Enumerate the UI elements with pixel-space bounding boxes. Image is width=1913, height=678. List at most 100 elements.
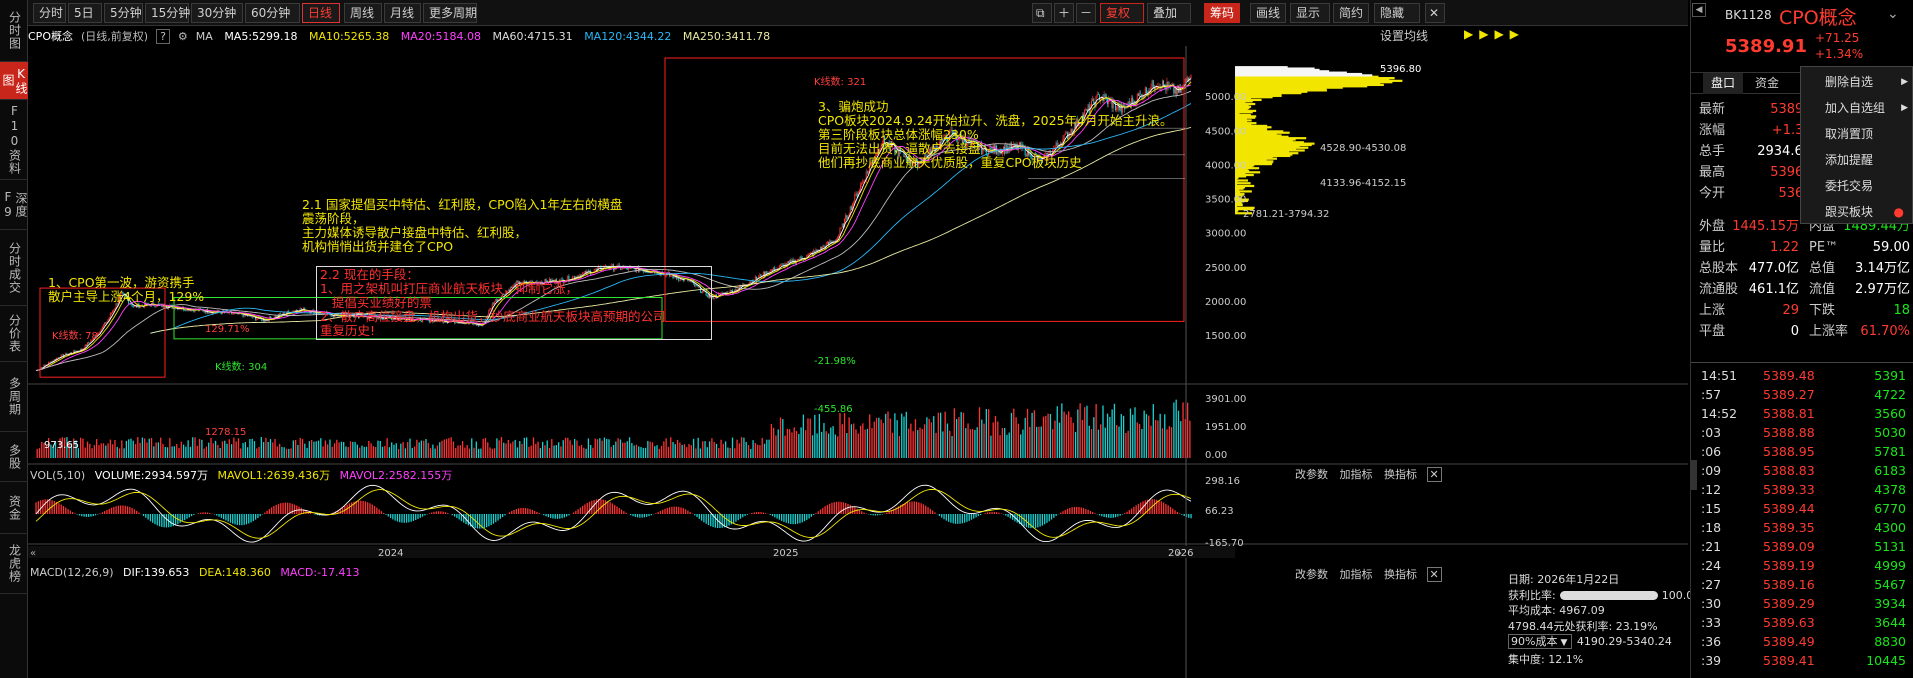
volume-bar (450, 437, 452, 458)
menu-item-label: 委托交易 (1825, 179, 1874, 193)
macd-bar (488, 514, 490, 527)
volume-bar (873, 421, 875, 458)
candle-body (1085, 108, 1087, 111)
layout-icon[interactable]: ⧉ (1032, 3, 1052, 23)
volume-bar (740, 437, 743, 458)
vol-switch-indicator-button[interactable]: 换指标 (1384, 468, 1417, 481)
nav-9[interactable]: 龙虎榜 (0, 534, 28, 594)
period-4[interactable]: 30分钟 (191, 3, 243, 23)
menu-item-0[interactable]: 删除自选 ▶ (1801, 69, 1913, 95)
chevron-down-icon[interactable]: ▼ (1560, 638, 1568, 648)
period-9[interactable]: 更多周期 (423, 3, 477, 23)
period-8[interactable]: 月线 (384, 3, 421, 23)
macd-bar (513, 509, 515, 514)
menu-item-5[interactable]: 跟买板块 ● (1801, 199, 1913, 225)
macd-bar (822, 507, 824, 514)
candle-body (512, 285, 514, 288)
zoom-in-icon[interactable]: ＋ (1054, 3, 1074, 23)
period-6[interactable]: 日线 (302, 3, 340, 23)
chevron-down-icon[interactable]: ⌄ (1887, 6, 1899, 22)
volume-bar (246, 447, 249, 458)
macd-bar (986, 512, 989, 514)
chart-area[interactable]: 5000.004500.004000.003500.003000.002500.… (28, 46, 1688, 678)
candle-body (41, 367, 43, 368)
close-icon[interactable]: ✕ (1426, 567, 1442, 582)
volume-bar (921, 429, 923, 458)
macd-bar (1130, 508, 1133, 514)
tab-funds[interactable]: 资金 (1754, 76, 1779, 90)
nav-4[interactable]: 分时成交 (0, 230, 28, 306)
macd-switch-indicator-button[interactable]: 换指标 (1384, 568, 1417, 581)
menu-item-4[interactable]: 委托交易 (1801, 173, 1913, 199)
chart-arrow-icons[interactable]: ▶▶▶▶ (1464, 27, 1525, 41)
cost-select[interactable]: 90%成本 (1508, 634, 1573, 649)
close-icon[interactable]: ✕ (1425, 3, 1445, 23)
period-0[interactable]: 分时 (33, 3, 66, 23)
tool-6[interactable]: 隐藏 (1374, 3, 1420, 23)
tool-1[interactable]: 叠加 (1147, 3, 1191, 23)
volume-bar (1003, 427, 1006, 458)
gear-icon[interactable]: ⚙ (177, 30, 188, 43)
tool-2[interactable]: 筹码 (1204, 3, 1240, 23)
macd-add-indicator-button[interactable]: 加指标 (1339, 568, 1373, 581)
ma-settings-button[interactable]: 设置均线 (1380, 29, 1429, 43)
volume-bar (217, 444, 219, 458)
tool-3[interactable]: 画线 (1250, 3, 1286, 23)
volume-bar (121, 440, 123, 458)
zoom-out-icon[interactable]: － (1076, 3, 1096, 23)
period-2[interactable]: 5分钟 (104, 3, 143, 23)
chip-bar (1235, 156, 1273, 159)
volume-bar (875, 417, 878, 458)
menu-item-2[interactable]: 取消置顶 (1801, 121, 1913, 147)
volume-bar (784, 435, 786, 458)
volume-bar (754, 442, 757, 458)
period-7[interactable]: 周线 (344, 3, 382, 23)
macd-bar (266, 510, 268, 514)
volume-bar (281, 446, 283, 458)
nav-6[interactable]: 多周期 (0, 362, 28, 432)
tool-4[interactable]: 显示 (1290, 3, 1330, 23)
nav-1[interactable]: K线图 (0, 62, 28, 100)
prev-icon[interactable]: ◀ (1692, 3, 1706, 17)
tool-0[interactable]: 复权 (1100, 3, 1144, 23)
range-label-1: 4528.90-4530.08 (1320, 143, 1407, 154)
volume-bar (521, 443, 523, 458)
phase2-low: -455.86 (814, 404, 853, 415)
nav-5[interactable]: 分价表 (0, 306, 28, 362)
menu-item-3[interactable]: 添加提醒 (1801, 147, 1913, 173)
period-5[interactable]: 60分钟 (245, 3, 300, 23)
nav-2[interactable]: F10资料 (0, 100, 28, 180)
close-icon[interactable]: ✕ (1426, 467, 1442, 482)
vol-edit-params-button[interactable]: 改参数 (1295, 468, 1328, 481)
volume-bar (388, 447, 391, 458)
macd-bar (360, 500, 362, 514)
help-icon[interactable]: ? (156, 29, 170, 44)
macd-bar (435, 511, 437, 514)
tool-5[interactable]: 简约 (1333, 3, 1369, 23)
macd-bar (437, 511, 440, 514)
macd-bar (801, 514, 803, 523)
tab-pankou[interactable]: 盘口 (1703, 73, 1743, 94)
chip-bar (1235, 119, 1252, 122)
collapse-handle[interactable] (1691, 460, 1697, 490)
period-3[interactable]: 15分钟 (145, 3, 190, 23)
nav-7[interactable]: 多股 (0, 432, 28, 482)
chip-bar (1235, 79, 1403, 82)
nav-8[interactable]: 资金 (0, 482, 28, 534)
macd-edit-params-button[interactable]: 改参数 (1295, 568, 1328, 581)
menu-item-1[interactable]: 加入自选组 ▶ (1801, 95, 1913, 121)
vol-add-indicator-button[interactable]: 加指标 (1339, 468, 1373, 481)
volume-bar (612, 445, 615, 458)
macd-bar (133, 509, 136, 514)
nav-0[interactable]: 分时图 (0, 0, 28, 62)
volume-bar (1036, 426, 1038, 458)
volume-bar (128, 439, 130, 458)
macd-bar (1087, 509, 1089, 514)
macd-bar (1041, 514, 1044, 526)
volume-bar (1079, 403, 1081, 458)
nav-3[interactable]: 深度F9 (0, 180, 28, 230)
candle-body (382, 318, 383, 320)
chip-bar (1235, 93, 1282, 96)
period-1[interactable]: 5日 (68, 3, 102, 23)
macd-bar (71, 512, 74, 514)
